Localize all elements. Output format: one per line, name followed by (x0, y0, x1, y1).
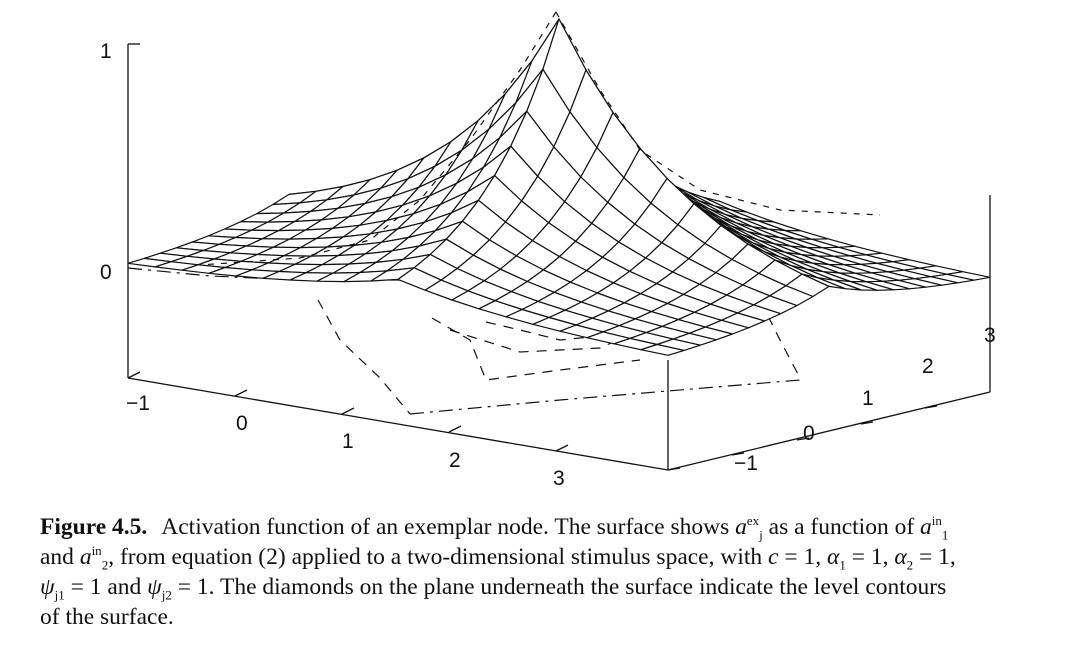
y-tick-1: 1 (862, 387, 874, 410)
y-tick-3: 3 (984, 324, 996, 347)
caption-text: = 1, (919, 544, 956, 570)
surface-plot: 1 0 −1 0 1 2 3 −1 0 1 2 3 (100, 11, 996, 490)
caption-text: = 1 and (70, 574, 142, 600)
math-subscript: 1 (839, 557, 846, 573)
math-symbol: ψ (147, 574, 162, 600)
math-symbol: α (894, 544, 907, 570)
math-subscript: 2 (101, 557, 109, 573)
math-superscript: in (931, 513, 942, 529)
caption-line-4: of the surface. (40, 602, 1070, 632)
axis-tick-marks (127, 371, 938, 471)
caption-text: , from equation (2) applied to a two-dim… (108, 544, 763, 570)
hidden-edges (199, 11, 881, 266)
math-symbol: a (79, 544, 92, 570)
math-symbol: a (920, 514, 932, 540)
caption-text: = 1, (784, 544, 822, 570)
caption-text: of the surface. (40, 604, 174, 630)
math-symbol: c (768, 544, 779, 570)
plot-box (127, 43, 991, 471)
caption-line-3: ψj1 = 1 and ψj2 = 1. The diamonds on the… (40, 572, 1070, 602)
y-tick-0: 0 (803, 422, 815, 445)
caption-text: as a function of (768, 514, 915, 540)
math-symbol: a (735, 514, 747, 540)
caption-text: and (40, 544, 74, 570)
x-tick-3: 3 (553, 467, 565, 490)
math-subscript: 2 (906, 557, 914, 573)
math-subscript: j1 (54, 587, 65, 603)
math-superscript: in (91, 543, 102, 559)
figure-caption: Figure 4.5. Activation function of an exe… (40, 512, 1070, 632)
math-superscript: ex (746, 513, 760, 529)
x-tick-0: 0 (236, 412, 248, 435)
x-tick-1: 1 (342, 430, 354, 453)
caption-text: = 1, (851, 544, 889, 570)
x-tick-2: 2 (449, 449, 461, 472)
x-tick-m1: −1 (126, 392, 150, 415)
caption-line-1: Figure 4.5. Activation function of an exe… (40, 512, 1070, 542)
z-tick-1: 1 (100, 40, 112, 63)
figure-label: Figure 4.5. (40, 514, 148, 540)
math-symbol: ψ (40, 574, 55, 600)
caption-text: = 1. The diamonds on the plane underneat… (177, 574, 947, 600)
caption-text: Activation function of an exemplar node.… (161, 514, 730, 540)
math-subscript: 1 (941, 527, 949, 543)
y-tick-2: 2 (922, 355, 934, 378)
math-symbol: α (826, 544, 840, 570)
activation-surface (127, 18, 991, 356)
surface-mesh-cell (640, 343, 685, 356)
y-tick-m1: −1 (734, 452, 758, 475)
caption-line-2: and ain2, from equation (2) applied to a… (40, 542, 1070, 572)
z-tick-0: 0 (100, 261, 112, 284)
math-subscript: j (759, 527, 763, 543)
math-subscript: j2 (161, 587, 172, 603)
